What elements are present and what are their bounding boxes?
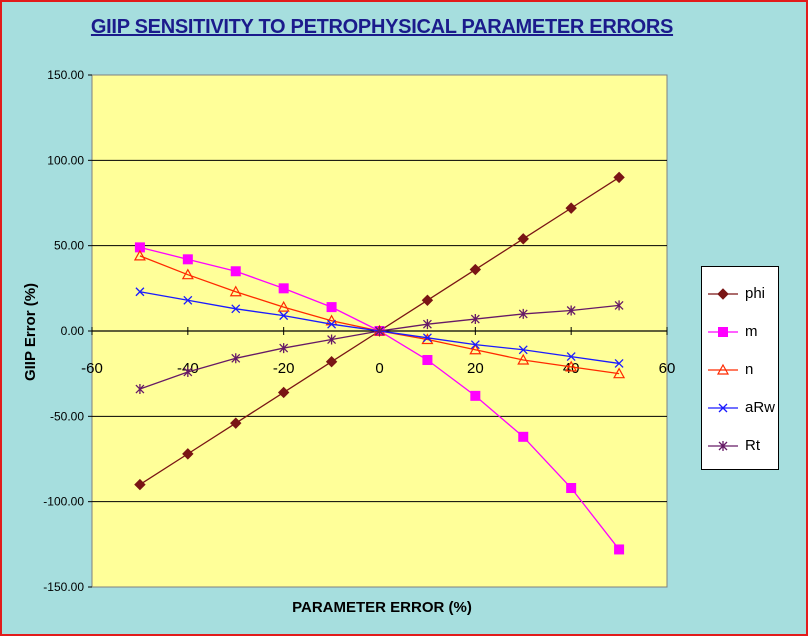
- legend-swatch: [708, 288, 738, 300]
- data-point: [183, 366, 193, 377]
- data-point: [277, 386, 290, 399]
- chart-title: GIIP SENSITIVITY TO PETROPHYSICAL PARAME…: [90, 16, 674, 38]
- data-point: [614, 300, 624, 311]
- legend-swatch: [708, 403, 738, 413]
- data-point: [231, 353, 241, 364]
- data-point: [375, 326, 384, 336]
- data-point: [134, 478, 146, 491]
- data-point: [279, 311, 289, 321]
- legend-swatch-marker: [716, 363, 730, 375]
- data-point: [182, 448, 194, 460]
- data-point: [422, 355, 433, 366]
- data-point: [135, 287, 145, 297]
- data-point: [325, 356, 338, 368]
- data-point: [469, 263, 482, 276]
- x-tick-label: 0: [375, 360, 383, 377]
- data-point: [327, 334, 337, 345]
- data-point: [231, 304, 241, 314]
- legend-swatch: [708, 363, 738, 375]
- y-tick-label: 0.00: [61, 324, 85, 338]
- data-point: [470, 390, 481, 401]
- data-point: [422, 333, 432, 343]
- data-point: [421, 294, 434, 306]
- data-point: [566, 352, 576, 362]
- data-point: [566, 305, 576, 316]
- data-point: [518, 308, 528, 319]
- legend: phi m n aRw Rt: [701, 266, 779, 470]
- data-point: [469, 343, 482, 355]
- data-point: [327, 319, 337, 329]
- legend-label: m: [745, 323, 758, 340]
- y-tick-label: 100.00: [47, 153, 84, 167]
- legend-swatch-marker: [718, 403, 728, 413]
- data-point: [135, 384, 145, 395]
- data-point: [230, 266, 241, 277]
- data-point: [133, 249, 146, 261]
- data-point: [278, 283, 289, 294]
- y-tick-label: -100.00: [43, 495, 84, 509]
- legend-label: Rt: [745, 437, 760, 454]
- y-axis-label: GIIP Error (%): [22, 282, 39, 382]
- legend-item-phi: phi: [702, 284, 780, 304]
- legend-item-arw: aRw: [702, 398, 780, 418]
- data-point: [565, 360, 578, 372]
- data-point: [277, 300, 290, 312]
- legend-label: phi: [745, 285, 766, 302]
- data-point: [422, 319, 432, 330]
- data-point: [470, 340, 480, 350]
- data-point: [229, 285, 242, 297]
- data-point: [614, 544, 625, 555]
- data-point: [230, 417, 242, 429]
- legend-item-rt: Rt: [702, 436, 780, 456]
- legend-swatch-marker: [718, 327, 728, 337]
- x-tick-label: -20: [273, 360, 295, 377]
- data-point: [614, 358, 624, 368]
- legend-item-m: m: [702, 322, 780, 342]
- y-tick-label: 150.00: [47, 68, 84, 82]
- data-point: [183, 295, 193, 305]
- data-point: [182, 254, 193, 265]
- x-tick-label: 40: [563, 360, 580, 377]
- data-point: [613, 367, 626, 379]
- legend-label: aRw: [745, 399, 776, 416]
- y-tick-label: -150.00: [43, 580, 84, 594]
- data-point: [181, 268, 194, 280]
- data-point: [517, 353, 530, 365]
- legend-swatch-marker: [718, 441, 728, 451]
- data-point: [326, 302, 337, 313]
- data-point: [613, 171, 625, 184]
- data-point: [566, 483, 577, 494]
- x-tick-label: 20: [467, 360, 484, 377]
- data-point: [279, 343, 289, 354]
- data-point: [470, 314, 480, 325]
- x-tick-label: -60: [81, 360, 103, 377]
- legend-swatch: [708, 441, 738, 451]
- series-rt: [135, 300, 624, 395]
- legend-swatch: [708, 327, 738, 337]
- x-tick-label: 60: [659, 360, 676, 377]
- data-point: [565, 202, 577, 214]
- data-point: [421, 333, 434, 345]
- x-axis-label: PARAMETER ERROR (%): [292, 599, 472, 616]
- data-point: [518, 431, 529, 442]
- y-tick-label: -50.00: [50, 409, 84, 423]
- data-point: [517, 233, 529, 245]
- legend-item-n: n: [702, 360, 780, 380]
- legend-label: n: [745, 361, 754, 378]
- data-point: [518, 345, 528, 355]
- y-tick-label: 50.00: [54, 239, 84, 253]
- legend-swatch-marker: [717, 288, 729, 300]
